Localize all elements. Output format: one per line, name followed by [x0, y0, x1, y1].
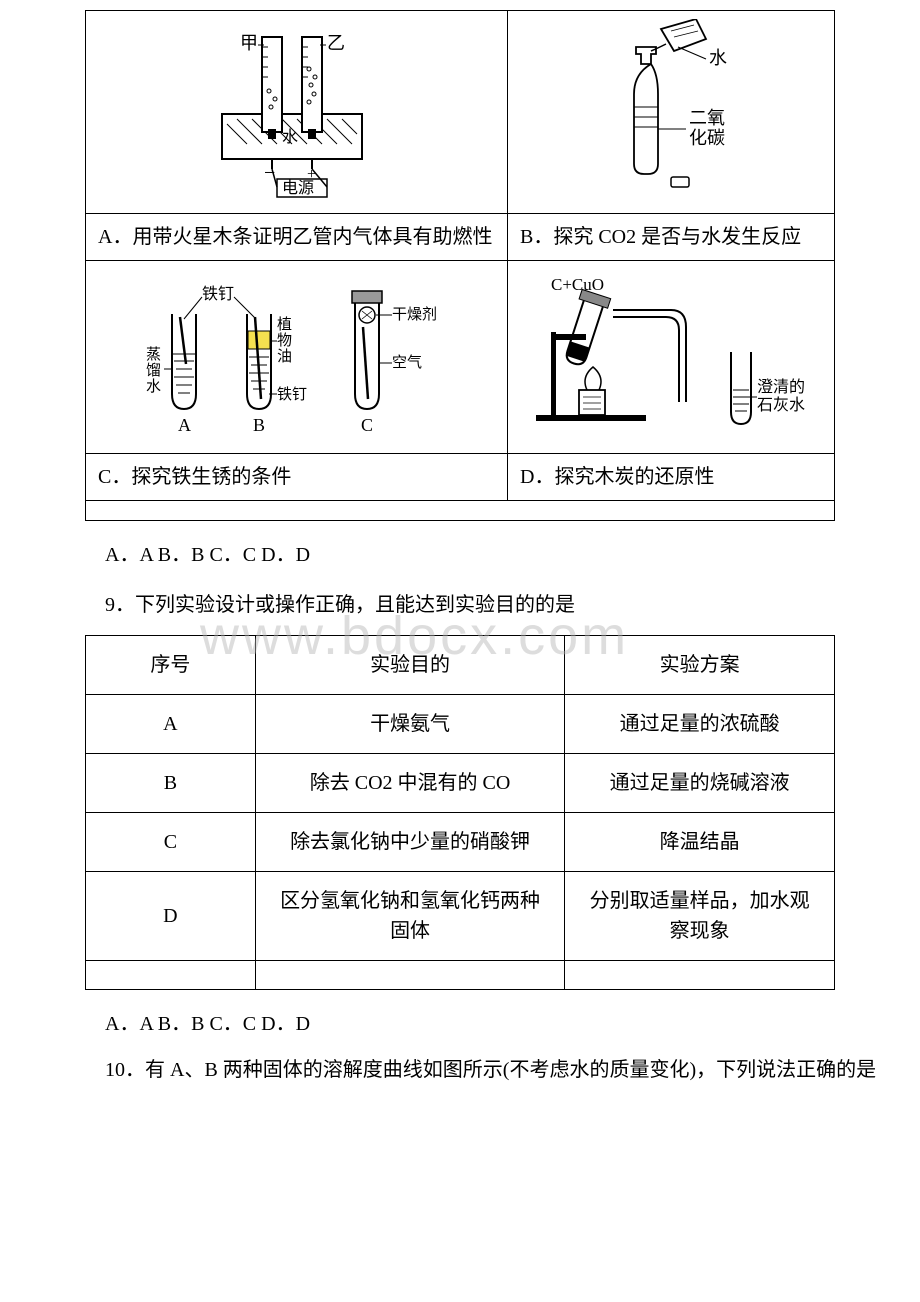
svg-text:干燥剂: 干燥剂 [392, 306, 437, 323]
table-cell: 降温结晶 [565, 813, 835, 872]
table-row: A 干燥氨气 通过足量的浓硫酸 [86, 695, 835, 754]
table-row: D 区分氢氧化钠和氢氧化钙两种固体 分别取适量样品，加水观察现象 [86, 872, 835, 961]
table-cell: 区分氢氧化钠和氢氧化钙两种固体 [255, 872, 565, 961]
table-cell: D [86, 872, 256, 961]
caption-c: C．探究铁生锈的条件 [86, 454, 508, 501]
power-label: 电源 [282, 179, 314, 197]
table-cell: B [86, 754, 256, 813]
svg-text:空气: 空气 [392, 354, 422, 371]
table-cell: 通过足量的浓硫酸 [565, 695, 835, 754]
water-pour-label: 水 [709, 48, 727, 68]
rust-diagram: 铁钉 蒸馏水 植物油 铁钉 干燥剂 空气 A B C [142, 269, 452, 439]
q9-options: A．A B．B C．C D．D [105, 1008, 845, 1040]
q9-table: 序号 实验目的 实验方案 A 干燥氨气 通过足量的浓硫酸 B 除去 CO2 中混… [85, 635, 835, 990]
letter-a: A [178, 415, 191, 435]
cell-b-diagram: 水 二氧 化碳 [508, 11, 835, 214]
svg-text:物: 物 [277, 332, 292, 349]
tube-label-yi: 乙 [327, 33, 345, 53]
header-cell: 序号 [86, 636, 256, 695]
caption-d: D．探究木炭的还原性 [508, 454, 835, 501]
letter-c: C [361, 415, 373, 435]
svg-text:水: 水 [146, 378, 161, 395]
tube-label-jia: 甲 [240, 33, 258, 53]
reagent-label: C+CuO [551, 275, 604, 294]
svg-text:油: 油 [277, 348, 292, 365]
co2-label-1: 二氧 [689, 108, 725, 128]
table-cell: 通过足量的烧碱溶液 [565, 754, 835, 813]
electrolysis-diagram: 水 [192, 19, 402, 199]
header-cell: 实验目的 [255, 636, 565, 695]
water-label: 水 [282, 128, 298, 146]
q10-stem: 10．有 A、B 两种固体的溶解度曲线如图所示(不考虑水的质量变化)，下列说法正… [105, 1054, 895, 1086]
letter-b: B [253, 415, 265, 435]
table-cell: 除去氯化钠中少量的硝酸钾 [255, 813, 565, 872]
cell-a-diagram: 水 [86, 11, 508, 214]
table-cell: A [86, 695, 256, 754]
co2-label-2: 化碳 [689, 128, 725, 148]
q9-stem: 9．下列实验设计或操作正确，且能达到实验目的的是 [105, 589, 845, 621]
table-row: B 除去 CO2 中混有的 CO 通过足量的烧碱溶液 [86, 754, 835, 813]
svg-text:蒸: 蒸 [146, 346, 161, 363]
table-cell: 干燥氨气 [255, 695, 565, 754]
empty-cell [86, 501, 835, 521]
svg-text:植: 植 [277, 316, 292, 333]
nail-label: 铁钉 [202, 285, 234, 303]
caption-b: B．探究 CO2 是否与水发生反应 [508, 214, 835, 261]
lime-label-2: 石灰水 [757, 396, 805, 414]
carbon-reduction-diagram: C+CuO [521, 272, 821, 437]
header-cell: 实验方案 [565, 636, 835, 695]
table-cell: 分别取适量样品，加水观察现象 [565, 872, 835, 961]
table-header-row: 序号 实验目的 实验方案 [86, 636, 835, 695]
table-cell: C [86, 813, 256, 872]
table-cell: 除去 CO2 中混有的 CO [255, 754, 565, 813]
caption-a: A．用带火星木条证明乙管内气体具有助燃性 [86, 214, 508, 261]
cell-c-diagram: 铁钉 蒸馏水 植物油 铁钉 干燥剂 空气 A B C [86, 261, 508, 454]
svg-text:铁钉: 铁钉 [277, 386, 307, 403]
empty-row [86, 961, 835, 990]
svg-text:馏: 馏 [146, 362, 161, 379]
q8-options: A．A B．B C．C D．D [105, 539, 845, 571]
bottle-diagram: 水 二氧 化碳 [566, 19, 776, 199]
cell-d-diagram: C+CuO [508, 261, 835, 454]
table-row: C 除去氯化钠中少量的硝酸钾 降温结晶 [86, 813, 835, 872]
experiment-table: 水 [85, 10, 835, 521]
lime-label-1: 澄清的 [757, 378, 805, 396]
